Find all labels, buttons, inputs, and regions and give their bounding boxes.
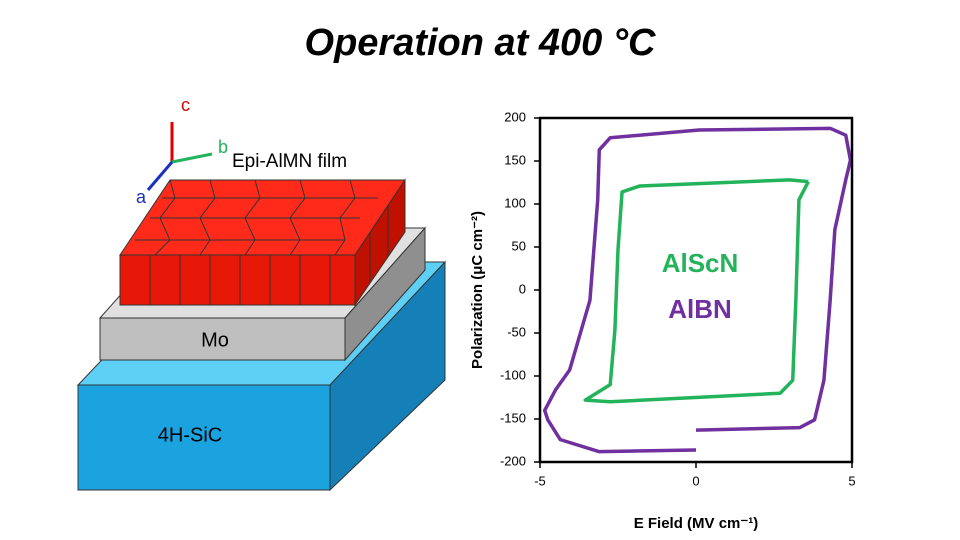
film-front [119,254,356,306]
axis-label-c: c [181,95,190,115]
y-tick-label: 150 [504,152,526,167]
y-tick-label: -50 [507,324,526,339]
substrate-front [77,384,331,491]
y-tick-label: 50 [512,238,526,253]
x-tick-label: -5 [534,473,546,488]
axis-a [146,161,174,191]
axis-b [171,152,213,164]
y-tick-label: 100 [504,195,526,210]
axis-label-b: b [218,137,228,157]
plot-frame [538,116,854,464]
layer-diagram: c b a Epi-AlMN film Mo 4H-SiC [76,95,447,492]
mo-front [99,317,346,361]
y-tick-label: -100 [500,367,526,382]
page-title: Operation at 400 °C [305,22,657,64]
x-tick-label: 5 [848,473,855,488]
y-axis-label: Polarization (μC cm⁻²) [469,211,486,369]
film-label: Epi-AlMN film [232,151,347,172]
hexagon-grid [135,179,378,256]
y-tick-label: 0 [519,281,526,296]
hysteresis-loop [583,178,810,404]
grain-lines [149,206,389,305]
y-tick-label: -150 [500,410,526,425]
y-tick-label: -200 [500,453,526,468]
y-tick-label: 200 [504,109,526,124]
x-axis-label: E Field (MV cm⁻¹) [634,515,759,532]
series-label: AlBN [668,294,732,324]
mo-label: Mo [201,329,229,351]
hysteresis-loop [542,126,853,454]
x-tick-label: 0 [692,473,699,488]
substrate-label: 4H-SiC [158,424,222,446]
axis-label-a: a [136,187,147,207]
series-label: AlScN [662,248,739,278]
